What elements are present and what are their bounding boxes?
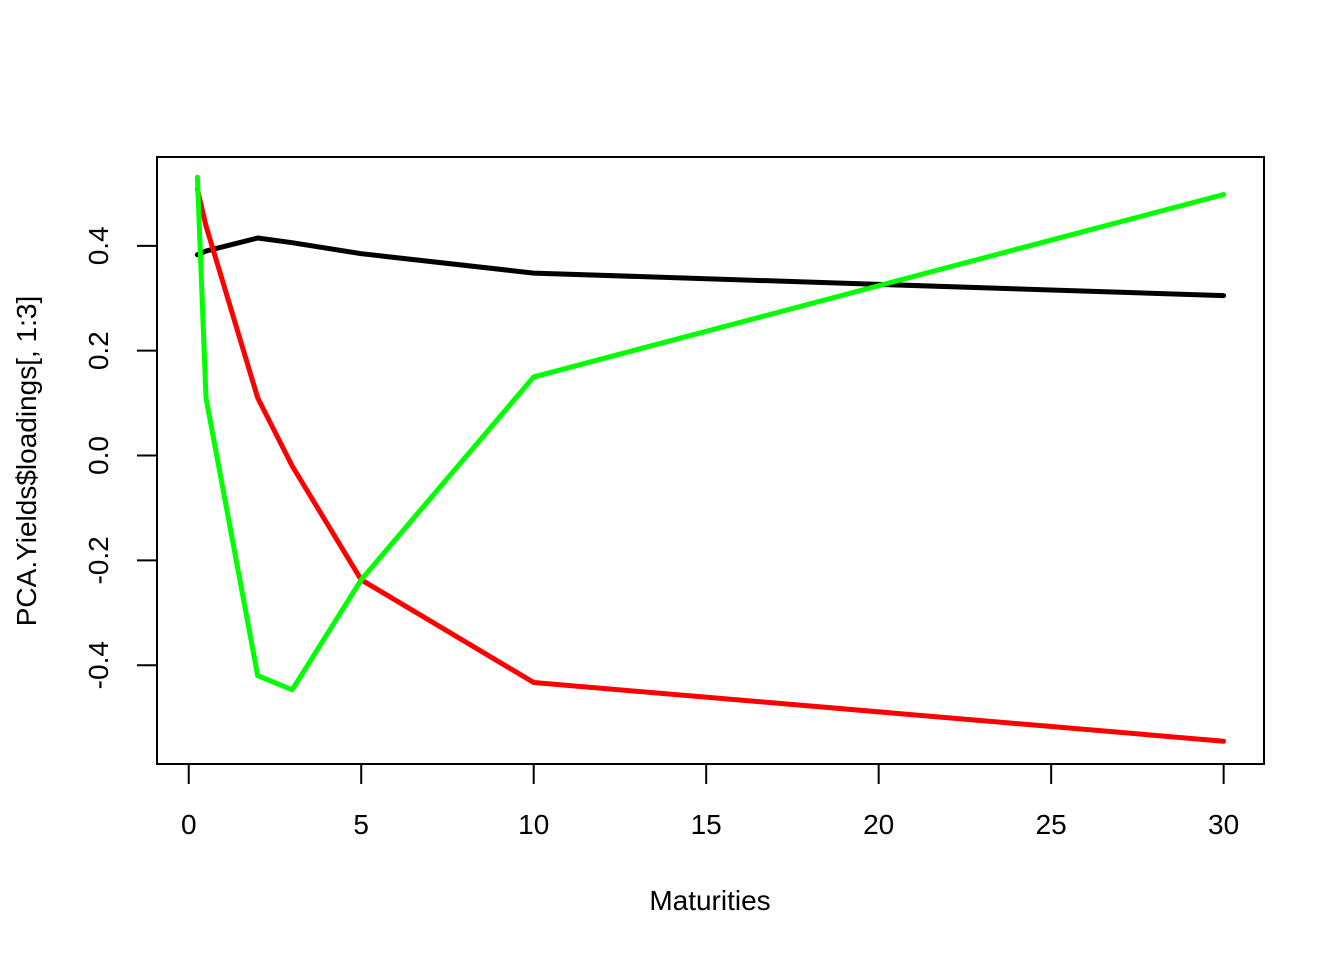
x-tick-label: 5	[353, 809, 369, 840]
y-tick-label: -0.4	[83, 641, 114, 689]
y-axis-title: PCA.Yields$loadings[, 1:3]	[11, 296, 42, 627]
x-tick-label: 30	[1208, 809, 1239, 840]
y-tick-label: 0.2	[83, 331, 114, 370]
y-tick-label: 0.0	[83, 436, 114, 475]
x-axis-title: Maturities	[649, 885, 770, 916]
x-tick-label: 15	[691, 809, 722, 840]
y-tick-label: -0.2	[83, 536, 114, 584]
series-layer	[194, 174, 1227, 744]
series-line-1	[194, 235, 1227, 299]
series-line-2	[194, 186, 1227, 744]
x-tick-label: 10	[518, 809, 549, 840]
series-line-3	[194, 174, 1227, 693]
x-tick-label: 0	[181, 809, 197, 840]
y-tick-label: 0.4	[83, 226, 114, 265]
x-tick-label: 20	[863, 809, 894, 840]
y-axis: -0.4 -0.2 0.0 0.2 0.4	[83, 226, 158, 689]
x-axis: 0 5 10 15 20 25 30	[181, 763, 1239, 840]
x-tick-label: 25	[1036, 809, 1067, 840]
